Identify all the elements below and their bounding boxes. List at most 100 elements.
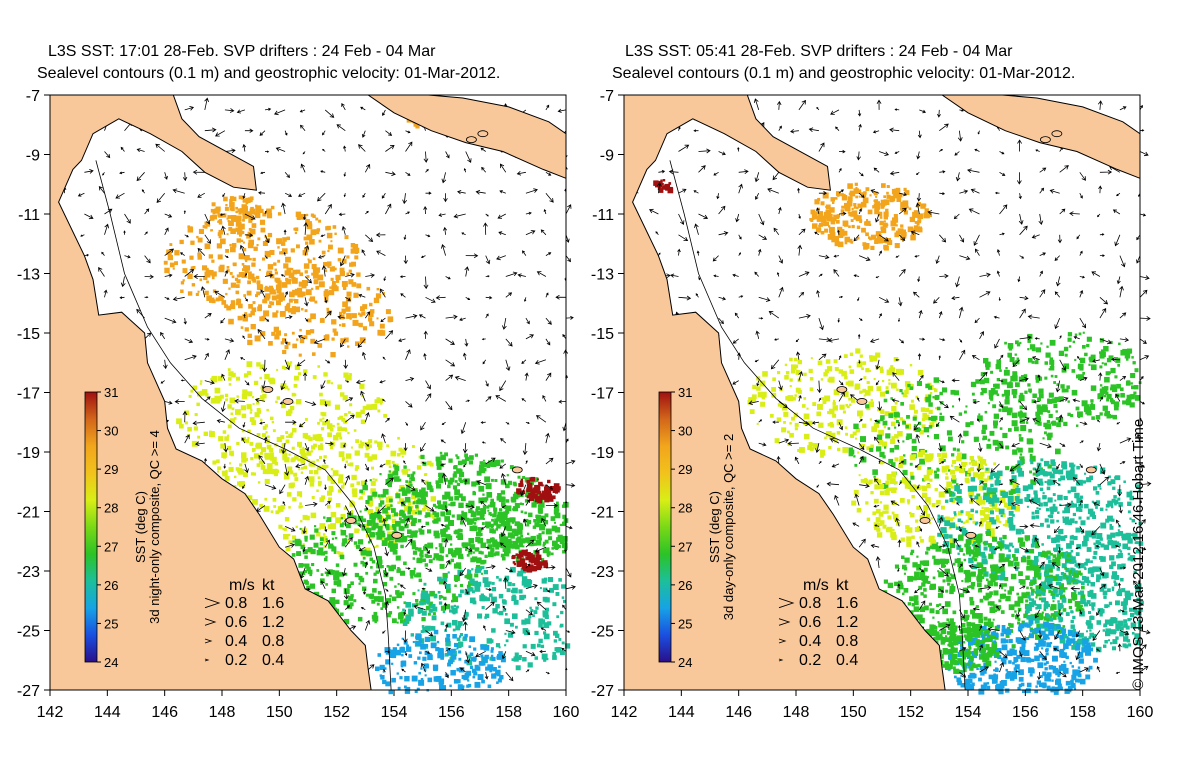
- sst-pixel: [254, 335, 261, 342]
- velocity-arrow: [324, 419, 329, 423]
- sst-pixel: [357, 522, 361, 526]
- sst-pixel: [248, 216, 253, 221]
- sst-pixel: [832, 201, 835, 204]
- sst-pixel: [295, 525, 298, 528]
- sst-pixel: [813, 215, 816, 218]
- velocity-arrow: [445, 359, 456, 367]
- sst-pixel: [444, 673, 449, 677]
- reef-island: [465, 136, 477, 144]
- sst-pixel: [1054, 375, 1058, 378]
- sst-pixel: [660, 179, 663, 182]
- sst-pixel: [262, 299, 267, 304]
- sst-pixel: [342, 301, 348, 308]
- sst-pixel: [867, 209, 873, 215]
- velocity-arrow: [377, 505, 386, 514]
- velocity-arrow: [425, 546, 430, 554]
- sst-pixel: [182, 279, 185, 282]
- sst-pixel: [917, 219, 922, 224]
- sst-pixel: [361, 311, 366, 316]
- sst-pixel: [457, 471, 460, 474]
- sst-pixel: [555, 647, 562, 653]
- sst-pixel: [849, 403, 852, 406]
- velocity-arrow: [398, 338, 406, 343]
- sst-pixel: [289, 291, 295, 298]
- sst-pixel: [894, 232, 900, 238]
- sst-pixel: [331, 531, 336, 536]
- sst-pixel: [493, 520, 499, 526]
- sst-pixel: [411, 490, 417, 495]
- sst-pixel: [928, 402, 933, 407]
- sst-pixel: [920, 538, 924, 543]
- x-tick-label: 160: [553, 704, 580, 721]
- sst-pixel: [438, 478, 444, 484]
- colorbar-tick-label: 29: [104, 462, 118, 477]
- sst-pixel: [458, 657, 462, 661]
- sst-pixel: [288, 453, 291, 456]
- sst-pixel: [1052, 420, 1056, 425]
- velocity-arrow: [465, 399, 470, 402]
- sst-pixel: [936, 406, 941, 411]
- sst-pixel: [480, 468, 486, 474]
- velocity-legend-arrow: [204, 597, 221, 609]
- sst-pixel: [395, 493, 401, 499]
- velocity-arrow: [298, 192, 306, 197]
- sst-pixel: [377, 590, 382, 595]
- sst-pixel: [436, 460, 442, 466]
- sst-pixel: [534, 656, 538, 660]
- sst-pixel: [406, 686, 411, 691]
- sst-pixel: [885, 480, 890, 485]
- sst-pixel: [427, 529, 432, 534]
- sst-pixel: [304, 309, 308, 313]
- sst-pixel: [438, 595, 443, 599]
- sst-pixel: [386, 598, 392, 604]
- sst-pixel: [286, 492, 292, 497]
- sst-pixel: [810, 219, 814, 222]
- sst-pixel: [848, 397, 852, 401]
- sst-pixel: [1008, 381, 1012, 385]
- sst-pixel: [446, 510, 451, 516]
- sst-pixel: [828, 408, 835, 415]
- sst-pixel: [980, 392, 984, 396]
- sst-pixel: [300, 335, 304, 338]
- sst-pixel: [857, 451, 860, 454]
- sst-pixel: [332, 470, 339, 476]
- sst-pixel: [493, 508, 497, 512]
- sst-pixel: [514, 521, 520, 527]
- sst-pixel: [1019, 393, 1024, 397]
- sst-pixel: [327, 265, 330, 269]
- sst-pixel: [335, 432, 341, 438]
- sst-pixel: [1005, 395, 1010, 400]
- sst-pixel: [262, 394, 267, 399]
- sst-pixel: [830, 423, 835, 428]
- sst-pixel: [414, 499, 418, 504]
- sst-pixel: [481, 679, 485, 684]
- sst-pixel: [221, 452, 227, 458]
- sst-pixel: [208, 254, 213, 259]
- velocity-arrow: [345, 414, 355, 423]
- sst-pixel: [983, 546, 988, 551]
- sst-pixel: [366, 550, 372, 557]
- y-tick-label: -25: [17, 624, 40, 641]
- sst-pixel: [200, 380, 203, 383]
- velocity-arrow: [224, 338, 235, 343]
- sst-pixel: [504, 546, 508, 551]
- sst-pixel: [248, 271, 252, 276]
- sst-pixel: [904, 190, 910, 195]
- sst-pixel: [1061, 388, 1066, 393]
- sst-colorbar: [84, 391, 98, 663]
- velocity-arrow: [220, 317, 226, 324]
- sst-pixel: [226, 266, 230, 269]
- sst-pixel: [398, 517, 402, 521]
- sst-pixel: [537, 563, 543, 569]
- sst-pixel: [914, 221, 918, 224]
- sst-pixel: [294, 288, 298, 292]
- sst-pixel: [394, 585, 397, 588]
- sst-pixel: [809, 377, 814, 381]
- sst-pixel: [314, 300, 318, 304]
- velocity-arrow: [465, 504, 475, 509]
- sst-pixel: [542, 610, 548, 616]
- sst-pixel: [944, 516, 950, 522]
- sst-pixel: [306, 566, 311, 572]
- sst-pixel: [476, 470, 482, 476]
- sst-pixel: [970, 508, 974, 513]
